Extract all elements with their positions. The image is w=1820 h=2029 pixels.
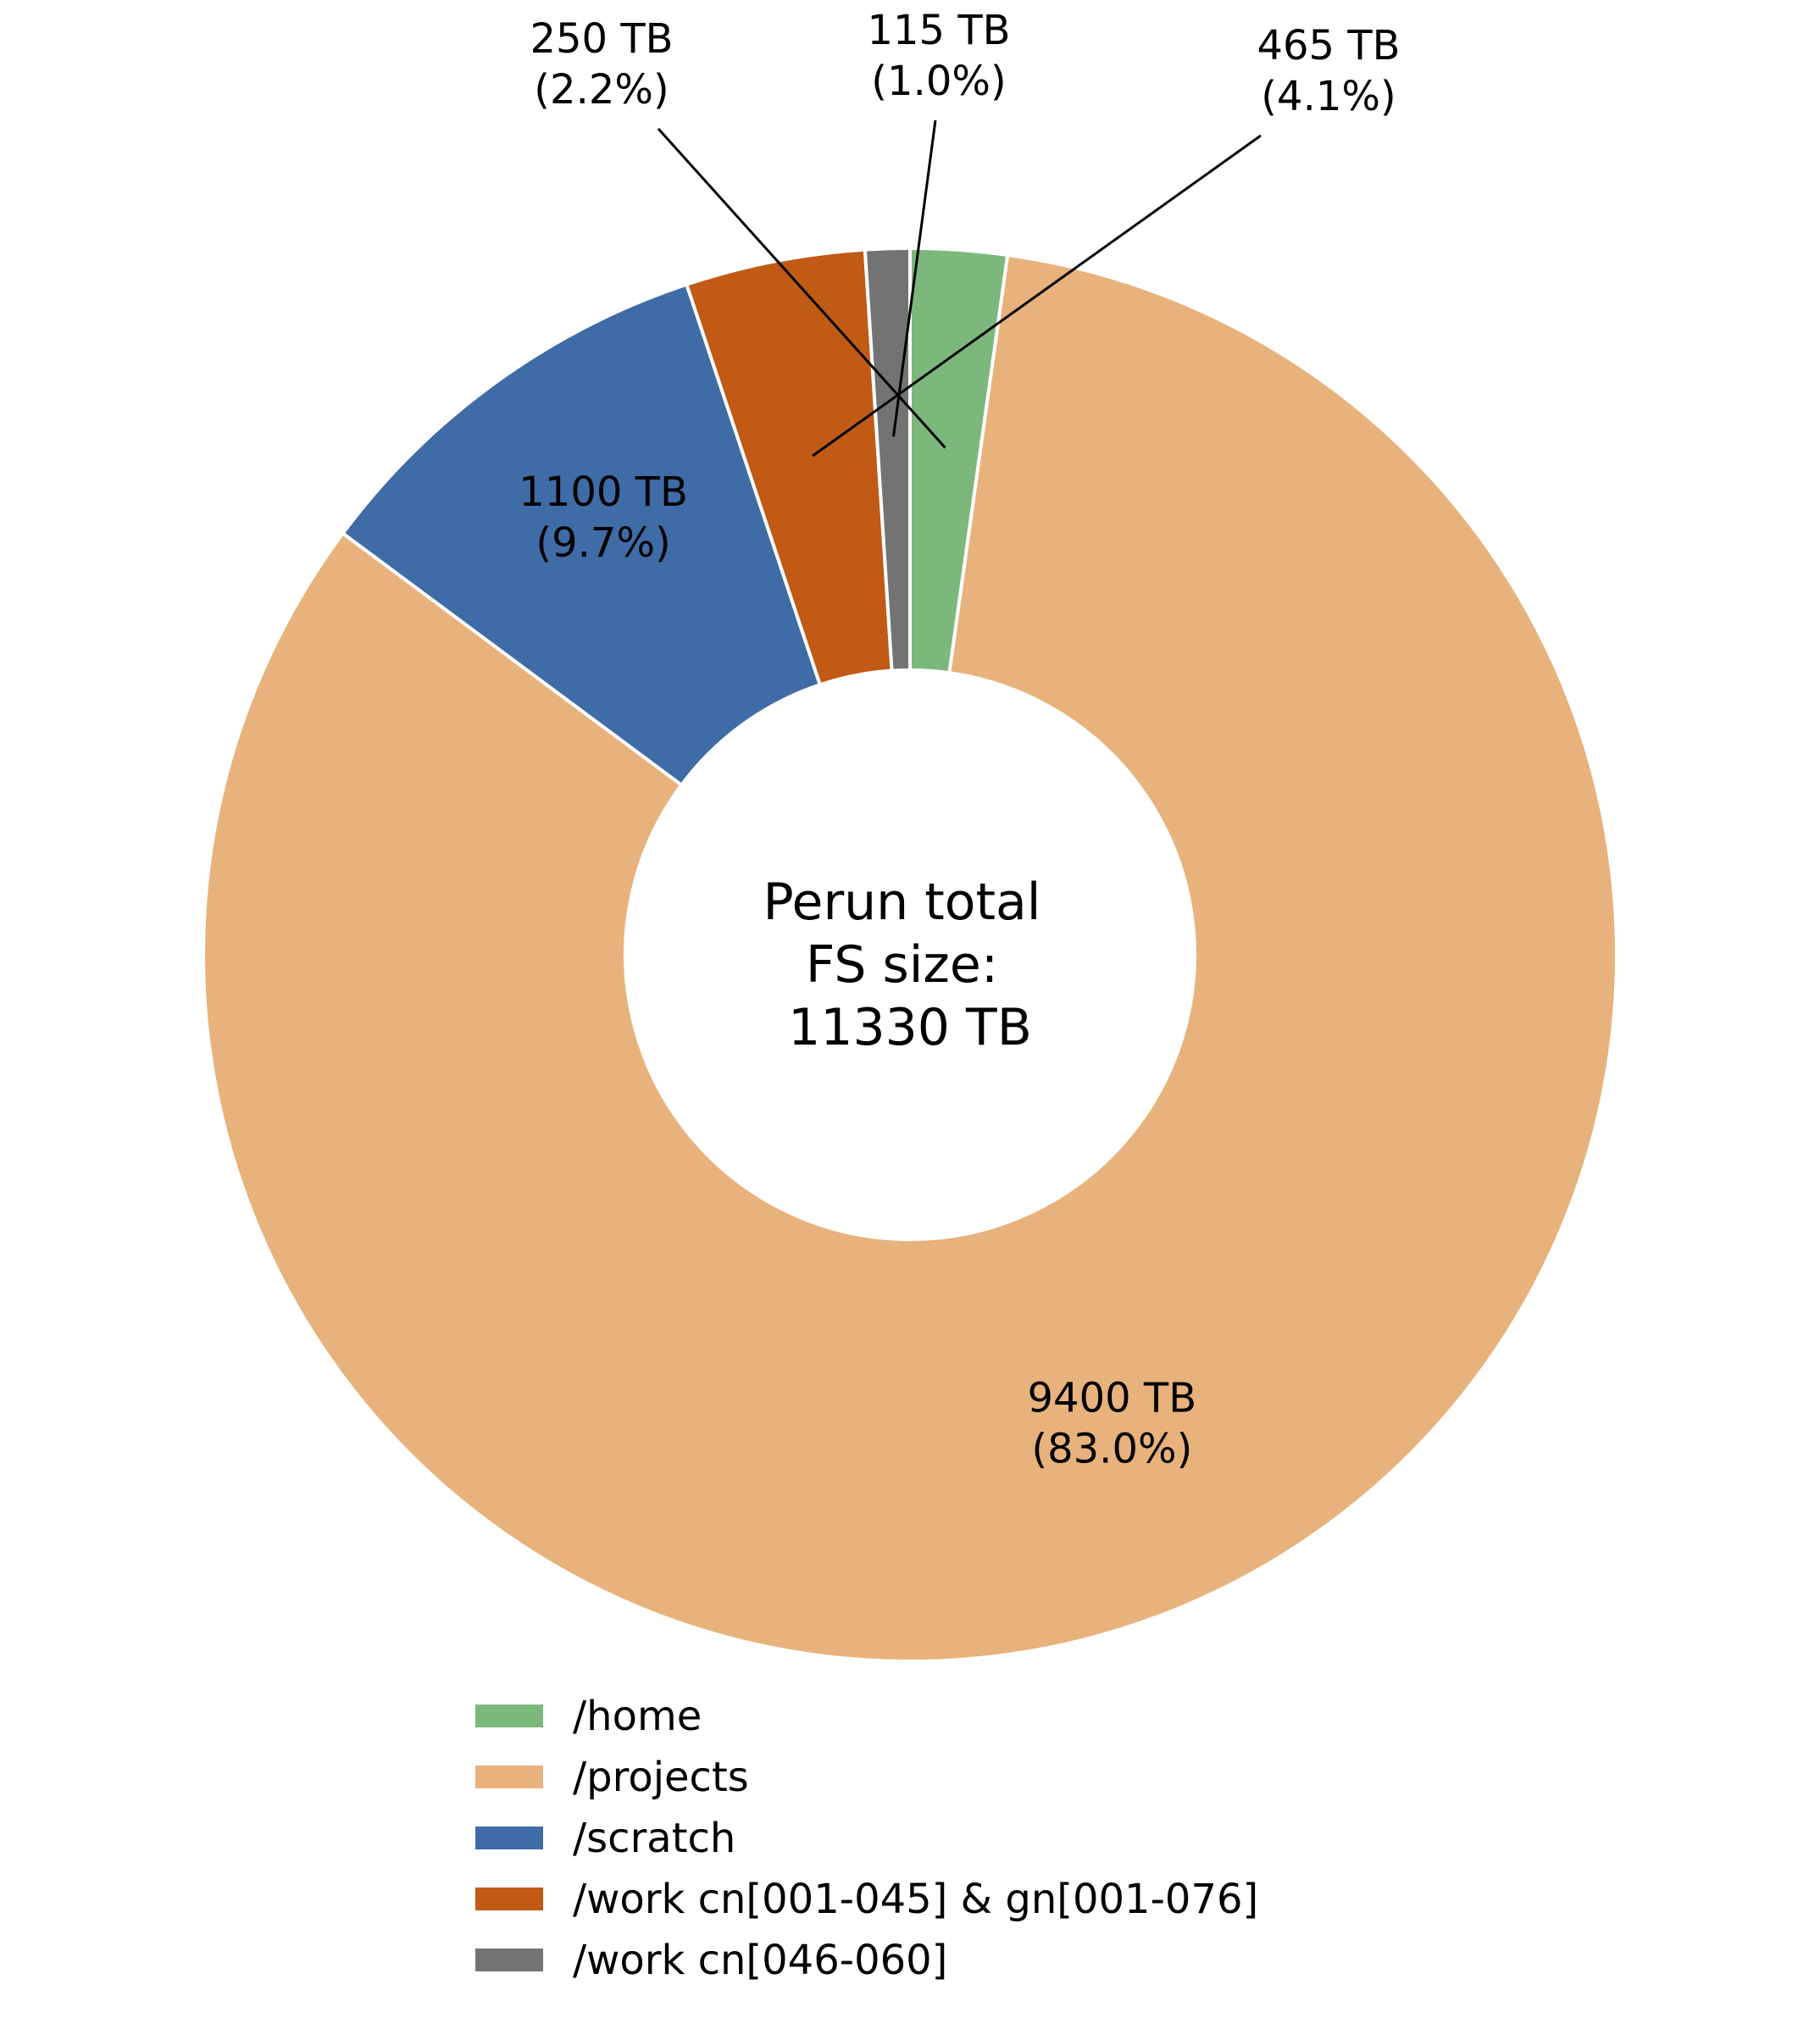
slice-label-home: 250 TB (2.2%) bbox=[530, 15, 673, 114]
center-label: Perun total FS size: 11330 TB bbox=[763, 873, 1057, 1057]
legend-label-work-cn-046-060: /work cn[046-060] bbox=[573, 1937, 947, 1984]
legend-label-projects: /projects bbox=[573, 1754, 749, 1801]
slice-percent-label: (4.1%) bbox=[1261, 73, 1396, 120]
legend-swatch-work-cn-046-060 bbox=[475, 1949, 543, 1971]
slice-label-work-cn-001-045-gn-001-076: 465 TB (4.1%) bbox=[1257, 22, 1400, 120]
legend-label-scratch: /scratch bbox=[573, 1815, 735, 1862]
slice-value-label: 250 TB bbox=[530, 15, 673, 63]
slice-percent-label: (1.0%) bbox=[871, 58, 1006, 105]
slice-value-label: 9400 TB bbox=[1028, 1374, 1197, 1422]
slice-value-label: 115 TB bbox=[867, 7, 1010, 54]
slice-label-projects: 9400 TB (83.0%) bbox=[1028, 1374, 1197, 1472]
slice-value-label: 1100 TB bbox=[519, 468, 688, 516]
slice-percent-label: (9.7%) bbox=[535, 519, 670, 567]
legend-swatch-work-cn-001-045-gn-001-076 bbox=[475, 1888, 543, 1910]
slice-label-scratch: 1100 TB (9.7%) bbox=[519, 468, 688, 567]
legend-label-home: /home bbox=[573, 1693, 702, 1740]
center-label-line-1: Perun total bbox=[763, 873, 1040, 932]
slice-scratch bbox=[341, 282, 822, 787]
legend-swatch-projects bbox=[475, 1766, 543, 1788]
slices-layer bbox=[202, 247, 1618, 1663]
slice-percent-label: (2.2%) bbox=[534, 66, 669, 114]
leader-line-work-cn-046-060 bbox=[892, 119, 937, 437]
slice-percent-label: (83.0%) bbox=[1031, 1425, 1192, 1472]
legend-swatch-home bbox=[475, 1705, 543, 1727]
leader-line-work-cn-001-045-gn-001-076 bbox=[812, 134, 1262, 457]
slice-work-cn-046-060 bbox=[863, 247, 912, 673]
leader-lines-layer bbox=[657, 119, 1262, 457]
slice-label-work-cn-046-060: 115 TB (1.0%) bbox=[867, 7, 1010, 105]
slice-labels-layer: 250 TB (2.2%) 9400 TB (83.0%) 1100 TB (9.7%) 4… bbox=[519, 7, 1400, 1472]
center-label-line-2: FS size: bbox=[806, 935, 998, 995]
legend-swatch-scratch bbox=[475, 1827, 543, 1849]
slice-projects bbox=[202, 253, 1618, 1663]
legend-label-work-cn-001-045-gn-001-076: /work cn[001-045] & gn[001-076] bbox=[573, 1876, 1258, 1923]
legend: /home/projects/scratch/work cn[001-045] … bbox=[475, 1693, 1258, 1984]
slice-value-label: 465 TB bbox=[1257, 22, 1400, 69]
center-label-line-3: 11330 TB bbox=[788, 998, 1032, 1057]
